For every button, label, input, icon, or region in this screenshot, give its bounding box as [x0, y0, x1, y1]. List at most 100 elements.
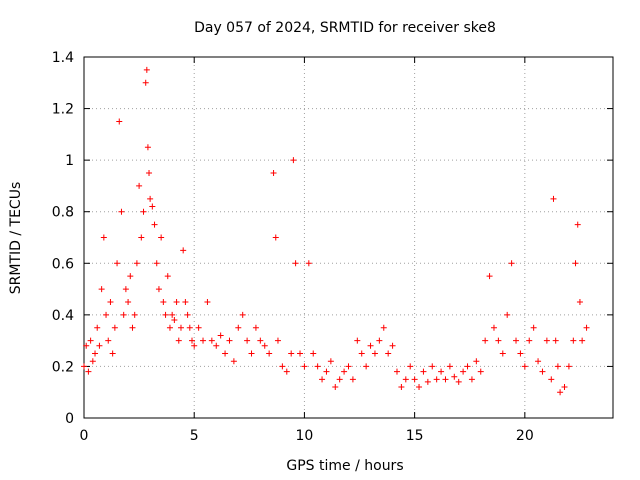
- data-point: [367, 342, 374, 349]
- data-point: [521, 363, 528, 370]
- data-point: [490, 324, 497, 331]
- data-point: [204, 298, 211, 305]
- data-point: [136, 182, 143, 189]
- data-point: [118, 208, 125, 215]
- data-point: [100, 234, 107, 241]
- x-tick-label: 10: [296, 428, 314, 444]
- data-point: [495, 337, 502, 344]
- data-point: [579, 337, 586, 344]
- x-tick-label: 0: [80, 428, 89, 444]
- data-point: [572, 260, 579, 267]
- data-point: [270, 170, 277, 177]
- data-point: [166, 324, 173, 331]
- data-point: [175, 337, 182, 344]
- data-point: [552, 337, 559, 344]
- data-point: [191, 342, 198, 349]
- data-point: [543, 337, 550, 344]
- data-point: [182, 298, 189, 305]
- y-tick-label: 0.6: [52, 256, 74, 272]
- data-point: [371, 350, 378, 357]
- data-point: [451, 373, 458, 380]
- data-point: [186, 324, 193, 331]
- data-point: [530, 324, 537, 331]
- x-tick-label: 15: [406, 428, 424, 444]
- data-point: [239, 311, 246, 318]
- data-point: [477, 368, 484, 375]
- data-point: [222, 350, 229, 357]
- data-point: [548, 376, 555, 383]
- data-point: [125, 298, 132, 305]
- data-point: [120, 311, 127, 318]
- data-point: [138, 234, 145, 241]
- y-axis-label: SRMTID / TECUs: [8, 182, 24, 295]
- data-point: [446, 363, 453, 370]
- data-point: [107, 298, 114, 305]
- data-point: [583, 324, 590, 331]
- data-point: [105, 337, 112, 344]
- data-point: [363, 363, 370, 370]
- data-point: [513, 337, 520, 344]
- data-point: [420, 368, 427, 375]
- data-point: [279, 363, 286, 370]
- data-point: [103, 311, 110, 318]
- data-point: [184, 311, 191, 318]
- data-point: [85, 368, 92, 375]
- data-point: [235, 324, 242, 331]
- data-point: [266, 350, 273, 357]
- data-point: [433, 376, 440, 383]
- data-point: [468, 376, 475, 383]
- data-point: [142, 79, 149, 86]
- data-point: [539, 368, 546, 375]
- data-point: [354, 337, 361, 344]
- data-point: [557, 389, 564, 396]
- data-point: [376, 337, 383, 344]
- data-point: [252, 324, 259, 331]
- data-point: [416, 384, 423, 391]
- data-point: [83, 342, 90, 349]
- data-point: [274, 337, 281, 344]
- data-point: [570, 337, 577, 344]
- data-point: [217, 332, 224, 339]
- y-tick-label: 1: [65, 153, 74, 169]
- data-point: [177, 324, 184, 331]
- data-point: [464, 363, 471, 370]
- data-point: [283, 368, 290, 375]
- data-point: [149, 203, 156, 210]
- data-point: [162, 311, 169, 318]
- data-point: [89, 358, 96, 365]
- axis-ticks: 0 0.2 0.4 0.6 0.8 1 1.2 1.4 0 5 10 15 20: [52, 50, 613, 444]
- y-tick-label: 1.2: [52, 102, 74, 118]
- data-point: [305, 260, 312, 267]
- data-point: [380, 324, 387, 331]
- data-point: [327, 358, 334, 365]
- data-point: [244, 337, 251, 344]
- data-point: [111, 324, 118, 331]
- data-point: [341, 368, 348, 375]
- data-point: [486, 273, 493, 280]
- data-point: [460, 368, 467, 375]
- data-point: [411, 376, 418, 383]
- data-point: [92, 350, 99, 357]
- data-point: [349, 376, 356, 383]
- data-point: [87, 337, 94, 344]
- data-point: [155, 286, 162, 293]
- data-point: [248, 350, 255, 357]
- data-point: [482, 337, 489, 344]
- x-axis-label: GPS time / hours: [286, 458, 403, 474]
- data-point: [314, 363, 321, 370]
- data-point: [574, 221, 581, 228]
- data-point: [402, 376, 409, 383]
- data-point: [358, 350, 365, 357]
- data-point: [160, 298, 167, 305]
- data-point: [561, 384, 568, 391]
- data-point: [554, 363, 561, 370]
- data-point: [140, 208, 147, 215]
- data-point: [147, 195, 154, 202]
- data-point: [116, 118, 123, 125]
- data-point: [158, 234, 165, 241]
- data-point: [81, 363, 87, 370]
- data-point: [96, 342, 103, 349]
- data-point: [442, 376, 449, 383]
